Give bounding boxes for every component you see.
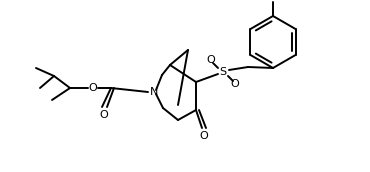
Text: N: N [150,87,158,97]
Text: O: O [200,131,208,141]
Text: O: O [100,110,108,120]
Text: O: O [206,55,215,65]
Text: O: O [231,79,239,89]
Text: O: O [89,83,97,93]
Text: S: S [219,67,226,77]
